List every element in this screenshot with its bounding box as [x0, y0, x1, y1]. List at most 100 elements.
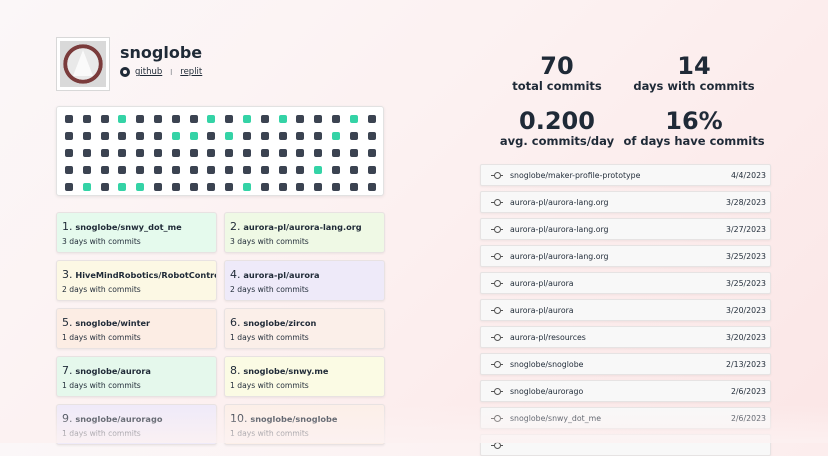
activity-cell [314, 115, 323, 123]
replit-link[interactable]: replit [180, 67, 203, 77]
commit-repo: aurora-pl/aurora [510, 306, 574, 315]
activity-cell [278, 166, 287, 174]
tree-icon [73, 50, 93, 76]
activity-cell-active [243, 183, 251, 191]
commit-row[interactable]: aurora-pl/aurora-lang.org 3/27/2023 [480, 218, 771, 240]
commit-row[interactable] [480, 434, 771, 456]
activity-cell-active [332, 132, 340, 140]
activity-cell [189, 149, 198, 157]
stat-value: 16% [665, 107, 723, 135]
activity-cell [154, 115, 162, 123]
activity-cell [154, 149, 162, 157]
commit-row[interactable]: snoglobe/snwy_dot_me 2/6/2023 [480, 407, 771, 429]
activity-cell [82, 115, 91, 123]
commit-repo: snoglobe/maker-profile-prototype [510, 171, 641, 180]
repo-name: HiveMindRobotics/RobotController [75, 270, 216, 280]
avatar [56, 37, 110, 91]
commit-icon [491, 415, 503, 422]
profile-links: github ⁝ replit [120, 67, 202, 77]
commit-repo: aurora-pl/aurora-lang.org [510, 225, 609, 234]
repo-days: 2 days with commits [230, 285, 309, 294]
repo-days: 3 days with commits [62, 237, 141, 246]
repo-name: snoglobe/snoglobe [250, 414, 338, 424]
activity-cell [260, 149, 269, 157]
activity-cell [314, 132, 323, 140]
repo-name: snoglobe/aurorago [75, 414, 163, 424]
commit-row[interactable]: aurora-pl/aurora 3/25/2023 [480, 272, 771, 294]
commit-row[interactable]: aurora-pl/resources 3/20/2023 [480, 326, 771, 348]
activity-cell [171, 166, 180, 174]
repo-card[interactable]: 6. snoglobe/zircon 1 days with commits [224, 308, 385, 349]
activity-cell [296, 183, 305, 191]
activity-cell [100, 183, 109, 191]
commit-row[interactable]: aurora-pl/aurora-lang.org 3/25/2023 [480, 245, 771, 267]
activity-cell [332, 166, 340, 174]
repo-rank: 5. [62, 316, 73, 329]
repo-days: 1 days with commits [230, 333, 309, 342]
repo-card[interactable]: 1. snoglobe/snwy_dot_me 3 days with commi… [56, 212, 217, 253]
activity-cell [171, 115, 180, 123]
repo-days: 1 days with commits [230, 381, 309, 390]
commit-icon [491, 253, 503, 260]
commit-row[interactable]: aurora-pl/aurora 3/20/2023 [480, 299, 771, 321]
repo-card[interactable]: 5. snoglobe/winter 1 days with commits [56, 308, 217, 349]
activity-cell [260, 183, 269, 191]
repo-title: 10. snoglobe/snoglobe [230, 412, 384, 425]
commit-row[interactable]: snoglobe/aurorago 2/6/2023 [480, 380, 771, 402]
activity-cell [154, 166, 162, 174]
activity-cell-active [136, 183, 145, 191]
commit-row[interactable]: snoglobe/maker-profile-prototype 4/4/2023 [480, 164, 771, 186]
activity-cell [65, 183, 73, 191]
activity-cell [367, 183, 376, 191]
activity-cell-active [118, 115, 127, 123]
activity-cell [278, 149, 287, 157]
repo-title: 1. snoglobe/snwy_dot_me [62, 220, 216, 233]
activity-cell [332, 183, 340, 191]
stat-value: 70 [540, 52, 574, 80]
repo-rank: 6. [230, 316, 241, 329]
commit-date: 2/6/2023 [730, 387, 766, 396]
activity-cell [225, 166, 234, 174]
repo-days: 1 days with commits [62, 381, 141, 390]
repo-card[interactable]: 4. aurora-pl/aurora 2 days with commits [224, 260, 385, 301]
stat-label: total commits [512, 79, 602, 93]
repo-card[interactable]: 10. snoglobe/snoglobe 1 days with commits [224, 404, 385, 445]
repo-card[interactable]: 9. snoglobe/aurorago 1 days with commits [56, 404, 217, 445]
activity-cell [136, 115, 145, 123]
activity-cell [260, 115, 269, 123]
activity-cell-active [118, 183, 127, 191]
commit-date: 3/27/2023 [726, 225, 766, 234]
commit-date: 3/25/2023 [726, 279, 766, 288]
commit-date: 4/4/2023 [730, 171, 766, 180]
activity-cell [171, 149, 180, 157]
activity-cell [82, 132, 91, 140]
repo-card[interactable]: 7. snoglobe/aurora 1 days with commits [56, 356, 217, 397]
activity-cell [367, 149, 376, 157]
activity-cell [296, 149, 305, 157]
commit-row[interactable]: aurora-pl/aurora-lang.org 3/28/2023 [480, 191, 771, 213]
repo-rank: 7. [62, 364, 73, 377]
commit-repo: aurora-pl/resources [510, 333, 586, 342]
commit-row[interactable]: snoglobe/snoglobe 2/13/2023 [480, 353, 771, 375]
activity-cell [243, 149, 251, 157]
commit-icon [491, 388, 503, 395]
activity-cell [278, 132, 287, 140]
github-link[interactable]: github [135, 67, 163, 77]
stat-avg-commits: 0.200 avg. commits/day [497, 108, 617, 148]
repo-card[interactable]: 8. snoglobe/snwy.me 1 days with commits [224, 356, 385, 397]
repo-title: 6. snoglobe/zircon [230, 316, 384, 329]
repo-name: snoglobe/aurora [75, 366, 151, 376]
commit-date: 2/13/2023 [726, 360, 766, 369]
repo-name: aurora-pl/aurora [243, 270, 320, 280]
activity-cell [296, 166, 305, 174]
activity-cell [118, 149, 127, 157]
repo-name: snoglobe/snwy_dot_me [75, 222, 182, 232]
commit-icon [491, 280, 503, 287]
activity-cell [189, 183, 198, 191]
repo-card[interactable]: 2. aurora-pl/aurora-lang.org 3 days with … [224, 212, 385, 253]
stat-label: days with commits [633, 79, 755, 93]
activity-grid [56, 106, 384, 196]
repo-days: 3 days with commits [230, 237, 309, 246]
activity-cell [136, 132, 145, 140]
repo-card[interactable]: 3. HiveMindRobotics/RobotController 2 day… [56, 260, 217, 301]
